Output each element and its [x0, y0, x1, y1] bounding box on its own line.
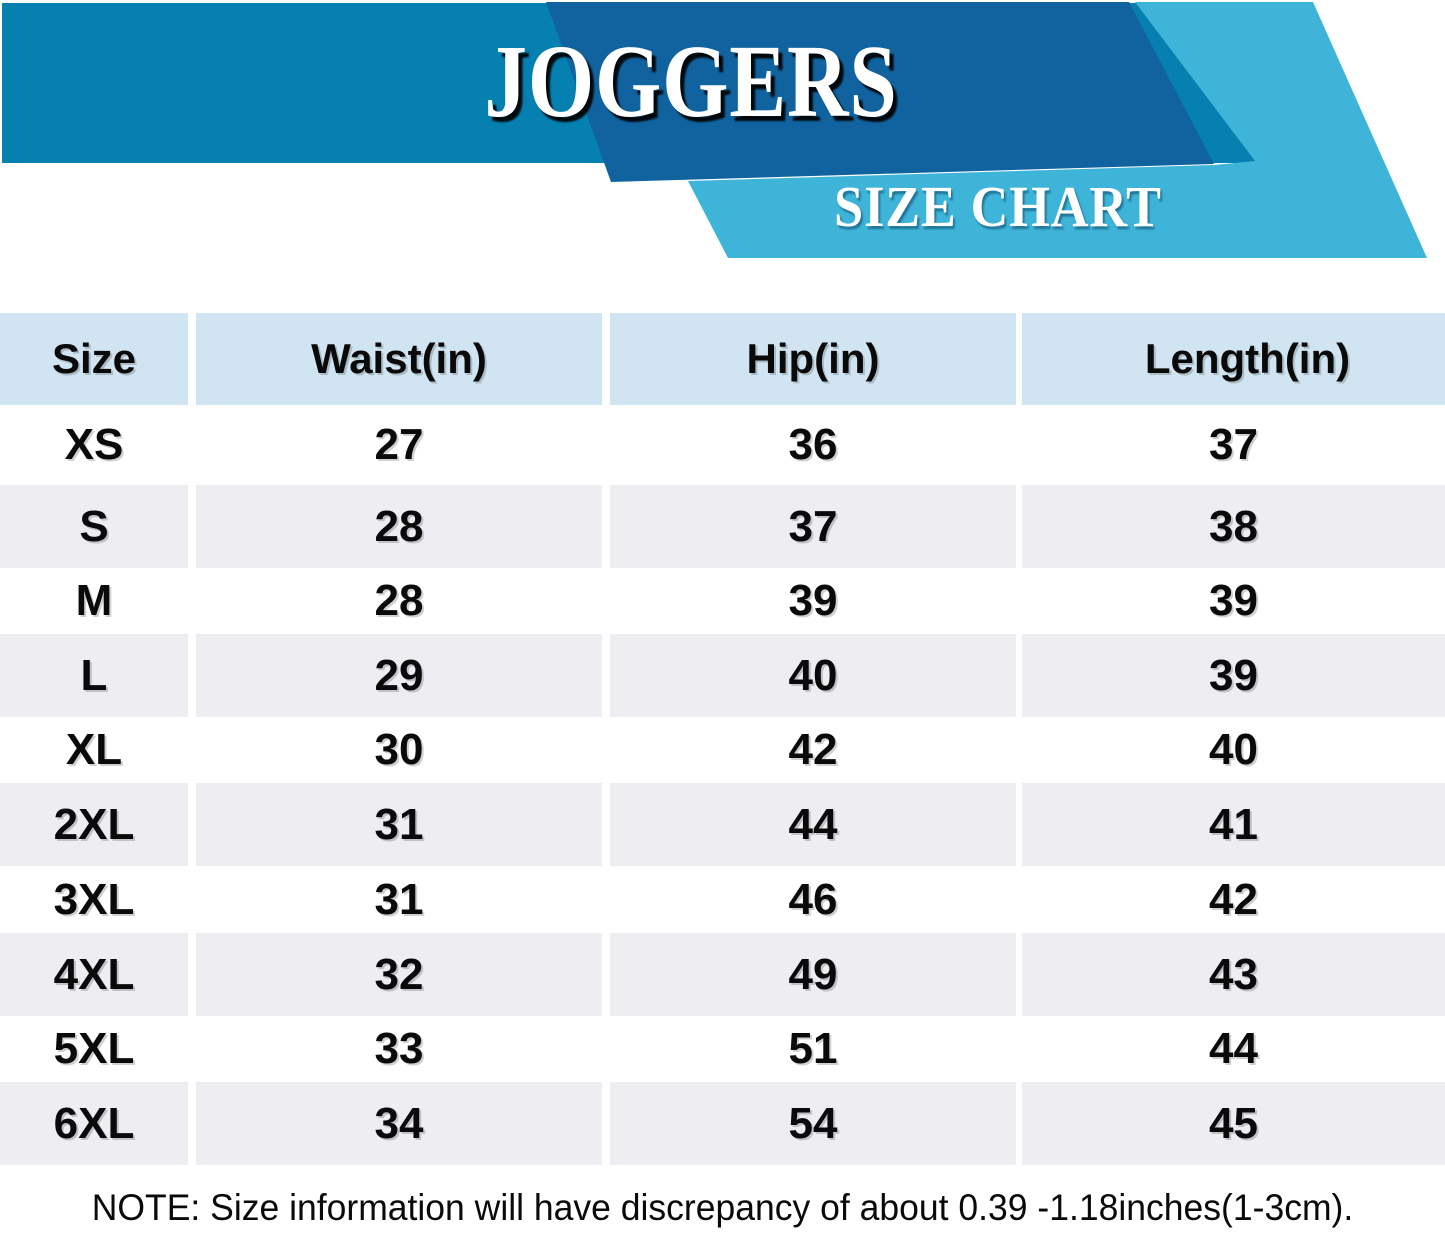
length-cell: 40	[1022, 717, 1445, 783]
waist-cell: 31	[196, 783, 602, 866]
header-hip: Hip(in)	[610, 313, 1016, 405]
table-row-xs: XS 27 36 37	[0, 405, 1445, 485]
length-cell: 37	[1022, 405, 1445, 485]
column-gutter	[188, 485, 196, 568]
column-gutter	[1016, 568, 1022, 634]
hip-cell: 40	[610, 634, 1016, 717]
header-length: Length(in)	[1022, 313, 1445, 405]
table-row-5xl: 5XL 33 51 44	[0, 1016, 1445, 1082]
column-gutter	[1016, 485, 1022, 568]
size-table: Size Waist(in) Hip(in) Length(in) XS 27 …	[0, 313, 1445, 1165]
waist-cell: 27	[196, 405, 602, 485]
waist-cell: 28	[196, 485, 602, 568]
table-row-m: M 28 39 39	[0, 568, 1445, 634]
hip-cell: 49	[610, 933, 1016, 1016]
column-gutter	[602, 1016, 610, 1082]
column-gutter	[188, 634, 196, 717]
size-cell: 4XL	[0, 933, 188, 1016]
waist-cell: 28	[196, 568, 602, 634]
length-cell: 41	[1022, 783, 1445, 866]
size-cell: 3XL	[0, 866, 188, 933]
column-gutter	[188, 933, 196, 1016]
ribbon-shapes	[2, 2, 1427, 258]
waist-cell: 34	[196, 1082, 602, 1165]
hip-cell: 42	[610, 717, 1016, 783]
page-title: JOGGERS	[484, 24, 898, 139]
table-row-l: L 29 40 39	[0, 634, 1445, 717]
header-waist: Waist(in)	[196, 313, 602, 405]
waist-cell: 33	[196, 1016, 602, 1082]
table-row-3xl: 3XL 31 46 42	[0, 866, 1445, 933]
column-gutter	[1016, 783, 1022, 866]
size-cell: M	[0, 568, 188, 634]
table-row-xl: XL 30 42 40	[0, 717, 1445, 783]
header-banner: JOGGERS SIZE CHART	[0, 0, 1445, 280]
column-gutter	[188, 717, 196, 783]
column-gutter	[602, 405, 610, 485]
length-cell: 42	[1022, 866, 1445, 933]
waist-cell: 30	[196, 717, 602, 783]
column-gutter	[602, 634, 610, 717]
table-row-6xl: 6XL 34 54 45	[0, 1082, 1445, 1165]
column-gutter	[1016, 717, 1022, 783]
hip-cell: 44	[610, 783, 1016, 866]
column-gutter	[602, 568, 610, 634]
hip-cell: 51	[610, 1016, 1016, 1082]
size-cell: 2XL	[0, 783, 188, 866]
column-gutter	[188, 313, 196, 405]
header-size: Size	[0, 313, 188, 405]
length-cell: 39	[1022, 568, 1445, 634]
column-gutter	[1016, 634, 1022, 717]
column-gutter	[188, 1082, 196, 1165]
length-cell: 39	[1022, 634, 1445, 717]
length-cell: 38	[1022, 485, 1445, 568]
column-gutter	[602, 313, 610, 405]
hip-cell: 46	[610, 866, 1016, 933]
length-cell: 43	[1022, 933, 1445, 1016]
waist-cell: 31	[196, 866, 602, 933]
column-gutter	[602, 1082, 610, 1165]
waist-cell: 32	[196, 933, 602, 1016]
column-gutter	[602, 717, 610, 783]
hip-cell: 37	[610, 485, 1016, 568]
column-gutter	[1016, 1082, 1022, 1165]
column-gutter	[188, 783, 196, 866]
column-gutter	[188, 866, 196, 933]
column-gutter	[188, 405, 196, 485]
size-cell: 5XL	[0, 1016, 188, 1082]
size-cell: S	[0, 485, 188, 568]
column-gutter	[188, 1016, 196, 1082]
column-gutter	[1016, 313, 1022, 405]
size-cell: L	[0, 634, 188, 717]
size-cell: XL	[0, 717, 188, 783]
column-gutter	[1016, 866, 1022, 933]
column-gutter	[1016, 405, 1022, 485]
page-subtitle: SIZE CHART	[834, 174, 1162, 239]
table-row-4xl: 4XL 32 49 43	[0, 933, 1445, 1016]
column-gutter	[1016, 933, 1022, 1016]
table-header-row: Size Waist(in) Hip(in) Length(in)	[0, 313, 1445, 405]
waist-cell: 29	[196, 634, 602, 717]
size-cell: XS	[0, 405, 188, 485]
dark-ribbon-shape	[546, 2, 1214, 182]
note-text: NOTE: Size information will have discrep…	[91, 1187, 1354, 1228]
length-cell: 45	[1022, 1082, 1445, 1165]
column-gutter	[1016, 1016, 1022, 1082]
column-gutter	[602, 866, 610, 933]
hip-cell: 36	[610, 405, 1016, 485]
column-gutter	[602, 933, 610, 1016]
table-row-2xl: 2XL 31 44 41	[0, 783, 1445, 866]
size-chart-ribbon-shape	[688, 2, 1427, 258]
hip-cell: 39	[610, 568, 1016, 634]
hip-cell: 54	[610, 1082, 1016, 1165]
size-cell: 6XL	[0, 1082, 188, 1165]
length-cell: 44	[1022, 1016, 1445, 1082]
table-row-s: S 28 37 38	[0, 485, 1445, 568]
column-gutter	[602, 485, 610, 568]
column-gutter	[188, 568, 196, 634]
column-gutter	[602, 783, 610, 866]
